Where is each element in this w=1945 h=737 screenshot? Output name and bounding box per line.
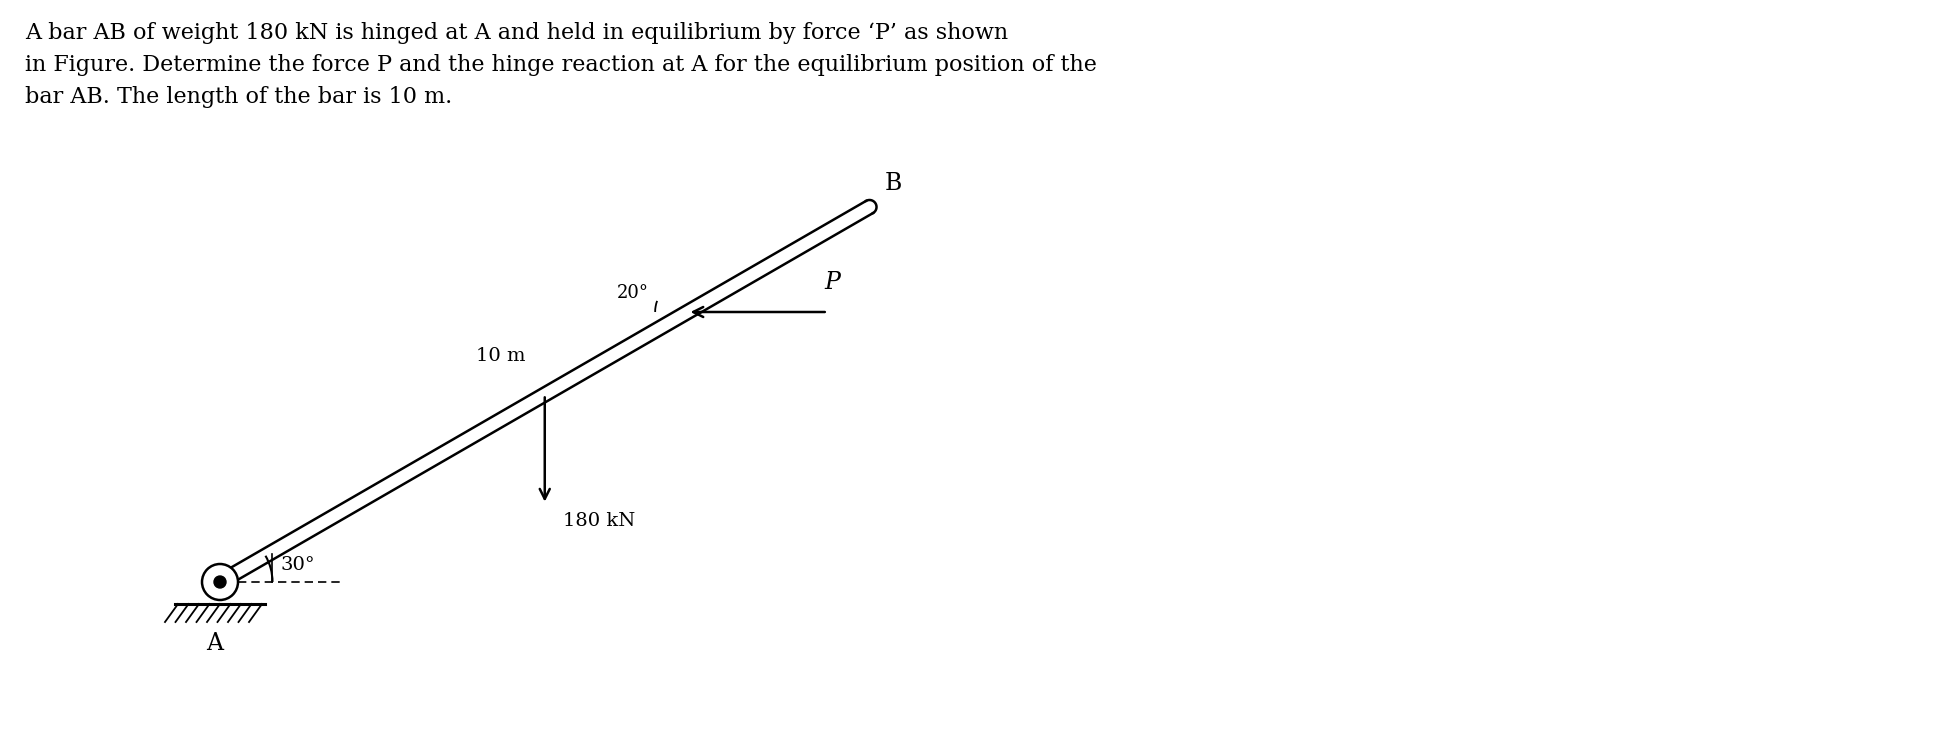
Text: A: A [206, 632, 224, 655]
Text: 30°: 30° [280, 556, 315, 574]
Circle shape [202, 564, 237, 600]
Text: 180 kN: 180 kN [562, 512, 634, 531]
Text: 10 m: 10 m [477, 347, 525, 366]
Text: A bar AB of weight 180 kN is hinged at A and held in equilibrium by force ‘P’ as: A bar AB of weight 180 kN is hinged at A… [25, 22, 1097, 108]
Circle shape [214, 576, 226, 588]
Text: 20°: 20° [617, 284, 648, 302]
Text: B: B [885, 172, 902, 195]
Text: P: P [825, 271, 840, 294]
